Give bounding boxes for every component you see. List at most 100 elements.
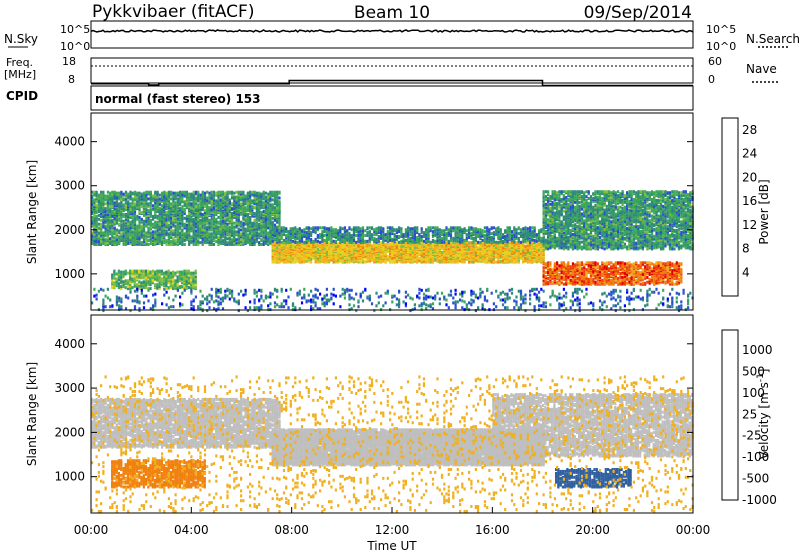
nsky-panel: N.Sky 10^5 10^0 10^5 10^0 N.Search: [4, 21, 800, 53]
heatmap-cell: [175, 239, 177, 242]
heatmap-cell: [116, 192, 118, 195]
heatmap-cell: [197, 191, 199, 194]
heatmap-cell: [188, 193, 190, 196]
heatmap-cell: [170, 220, 172, 223]
heatmap-cell: [105, 238, 107, 241]
heatmap-cell: [179, 231, 181, 234]
heatmap-cell: [199, 194, 201, 197]
heatmap-cell: [172, 237, 174, 240]
heatmap-cell: [145, 217, 147, 220]
heatmap-cell: [141, 218, 143, 221]
heatmap-cell: [132, 192, 134, 195]
heatmap-cell: [134, 198, 136, 201]
heatmap-cell: [105, 207, 107, 210]
heatmap-cell: [193, 231, 195, 234]
heatmap-cell: [127, 200, 129, 203]
heatmap-cell: [190, 193, 192, 196]
heatmap-cell: [111, 210, 113, 213]
heatmap-cell: [150, 231, 152, 234]
heatmap-cell: [116, 200, 118, 203]
heatmap-cell: [168, 232, 170, 235]
heatmap-cell: [157, 221, 159, 224]
heatmap-cell: [143, 229, 145, 232]
heatmap-cell: [132, 224, 134, 227]
heatmap-cell: [125, 231, 127, 234]
heatmap-cell: [100, 226, 102, 229]
heatmap-cell: [105, 225, 107, 228]
heatmap-cell: [143, 192, 145, 195]
heatmap-cell: [199, 231, 201, 234]
heatmap-cell: [123, 197, 125, 200]
heatmap-cell: [127, 225, 129, 228]
freq-unit-label: [MHz]: [4, 68, 36, 81]
heatmap-cell: [177, 240, 179, 243]
heatmap-cell: [147, 202, 149, 205]
heatmap-cell: [163, 191, 165, 194]
heatmap-cell: [184, 232, 186, 235]
heatmap-cell: [147, 191, 149, 194]
heatmap-cell: [184, 200, 186, 203]
heatmap-cell: [116, 210, 118, 213]
heatmap-cell: [172, 205, 174, 208]
heatmap-cell: [129, 227, 131, 230]
heatmap-cell: [175, 207, 177, 210]
heatmap-cell: [163, 196, 165, 199]
heatmap-cell: [141, 205, 143, 208]
heatmap-cell: [199, 219, 201, 222]
heatmap-cell: [175, 231, 177, 234]
heatmap-cell: [145, 224, 147, 227]
heatmap-cell: [157, 215, 159, 218]
nsky-trace: [91, 30, 693, 32]
nsky-right-tick-top: 10^5: [706, 23, 736, 36]
heatmap-cell: [170, 226, 172, 229]
nave-right-tick-bottom: 0: [708, 73, 715, 86]
heatmap-cell: [184, 223, 186, 226]
heatmap-cell: [166, 229, 168, 232]
heatmap-cell: [118, 219, 120, 222]
heatmap-cell: [116, 238, 118, 241]
heatmap-cell: [98, 218, 100, 221]
heatmap-cell: [127, 242, 129, 245]
heatmap-cell: [170, 229, 172, 232]
nsearch-label: N.Search: [746, 32, 800, 46]
heatmap-cell: [125, 191, 127, 194]
heatmap-cell: [170, 202, 172, 205]
heatmap-cell: [118, 195, 120, 198]
heatmap-cell: [161, 204, 163, 207]
heatmap-cell: [109, 208, 111, 211]
heatmap-cell: [199, 206, 201, 209]
heatmap-cell: [154, 205, 156, 208]
freq-panel: Freq. [MHz] 18 8 60 0 Nave: [4, 55, 778, 86]
heatmap-cell: [147, 227, 149, 230]
heatmap-cell: [114, 191, 116, 194]
heatmap-cell: [111, 231, 113, 234]
heatmap-cell: [132, 201, 134, 204]
heatmap-cell: [161, 192, 163, 195]
heatmap-cell: [129, 211, 131, 214]
heatmap-cell: [179, 213, 181, 216]
heatmap-cell: [96, 204, 98, 207]
heatmap-cell: [157, 224, 159, 227]
cpid-label: CPID: [6, 89, 38, 103]
heatmap-cell: [145, 231, 147, 234]
heatmap-cell: [166, 192, 168, 195]
heatmap-cell: [123, 234, 125, 237]
heatmap-cell: [193, 218, 195, 221]
heatmap-cell: [181, 229, 183, 232]
heatmap-cell: [184, 208, 186, 211]
heatmap-cell: [129, 236, 131, 239]
heatmap-cell: [118, 239, 120, 242]
heatmap-cell: [123, 223, 125, 226]
heatmap-cell: [152, 215, 154, 218]
heatmap-cell: [150, 208, 152, 211]
heatmap-cell: [184, 191, 186, 194]
heatmap-cell: [118, 192, 120, 195]
heatmap-cell: [147, 197, 149, 200]
heatmap-cell: [147, 217, 149, 220]
heatmap-cell: [118, 209, 120, 212]
beam-title: Beam 10: [354, 3, 430, 23]
heatmap-cell: [175, 204, 177, 207]
heatmap-cell: [111, 191, 113, 194]
heatmap-cell: [141, 193, 143, 196]
heatmap-cell: [109, 205, 111, 208]
